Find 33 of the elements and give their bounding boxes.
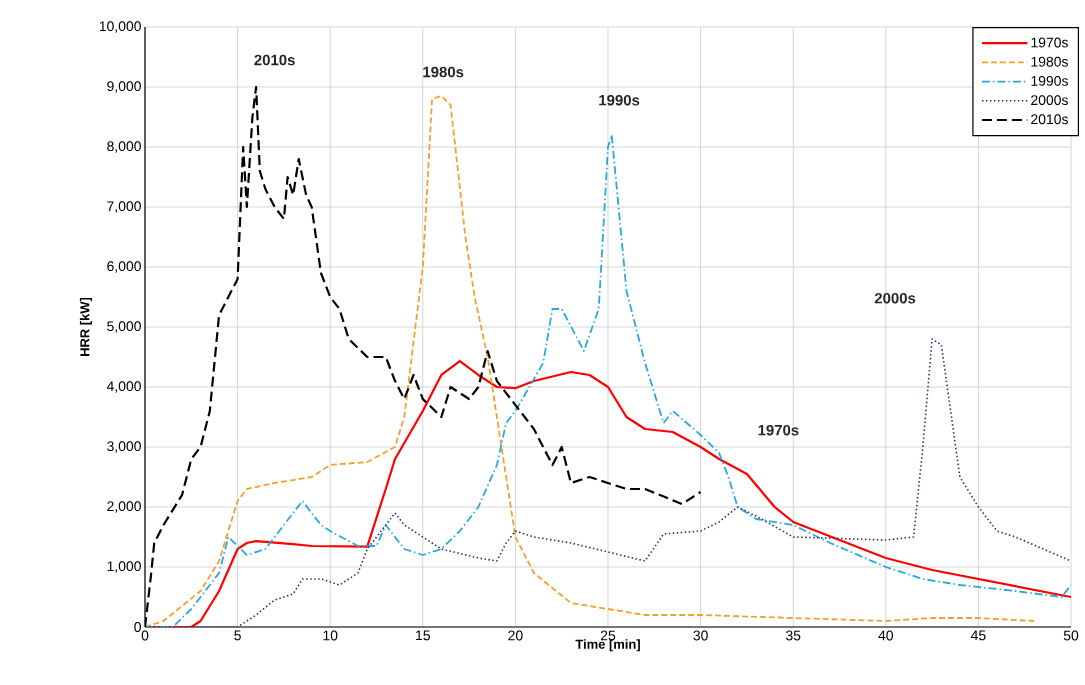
legend-label: 1980s (1031, 56, 1068, 67)
x-tick-label: 35 (785, 630, 801, 641)
x-tick-label: 10 (323, 630, 338, 641)
x-tick-label: 45 (970, 630, 986, 641)
annotation: 1970s (758, 424, 799, 436)
legend-label: 2000s (1031, 95, 1068, 106)
legend-label: 2010s (1031, 114, 1068, 125)
annotation: 2000s (874, 292, 916, 304)
y-tick-label: 2,000 (107, 501, 141, 513)
y-tick-label: 3,000 (107, 441, 141, 453)
x-tick-label: 30 (693, 630, 708, 641)
y-tick-label: 0 (134, 622, 141, 632)
x-tick-label: 5 (234, 630, 241, 641)
annotation: 1980s (423, 66, 464, 78)
legend-label: 1990s (1031, 75, 1068, 86)
y-tick-label: 6,000 (107, 261, 141, 273)
x-tick-label: 20 (508, 630, 523, 641)
y-tick-label: 5,000 (107, 321, 141, 333)
annotation: 2010s (254, 54, 295, 66)
annotation: 1990s (599, 94, 640, 106)
y-tick-label: 4,000 (106, 381, 141, 393)
x-tick-label: 40 (878, 630, 894, 641)
y-tick-label: 8,000 (107, 141, 141, 153)
x-tick-label: 15 (416, 630, 430, 641)
y-tick-label: 9,000 (107, 81, 141, 93)
legend-label: 1970s (1031, 37, 1068, 48)
y-axis-title: HRR [kW] (79, 297, 92, 356)
y-tick-label: 1,000 (107, 561, 141, 573)
x-tick-label: 25 (600, 630, 616, 641)
x-tick-label: 50 (1063, 630, 1079, 641)
x-tick-label: 0 (141, 630, 149, 641)
y-tick-label: 7,000 (107, 201, 141, 213)
y-tick-label: 10,000 (99, 21, 141, 33)
